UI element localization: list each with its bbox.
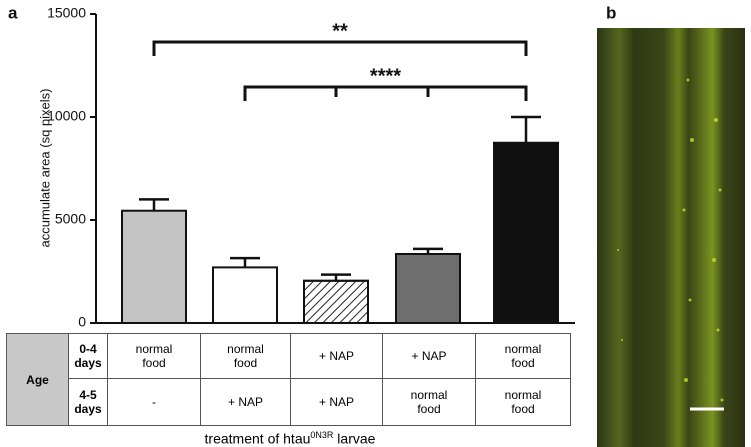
table-cell: + NAP <box>291 334 383 379</box>
bar <box>303 279 369 324</box>
bar <box>212 266 278 325</box>
table-cell: - <box>108 379 201 426</box>
treatment-table: Age 0-4 days normal food normal food + NAP + … <box>6 333 571 426</box>
cell-text: 4-5 days <box>74 388 102 416</box>
cell-text: + NAP <box>318 395 354 409</box>
cell-text: Age <box>26 372 49 387</box>
cell-text: + NAP <box>318 349 354 363</box>
x-axis-label: treatment of htau0N3R larvae <box>0 430 580 447</box>
cell-text: - <box>152 395 156 409</box>
micrograph <box>597 28 745 447</box>
x-label-text: larvae <box>333 430 376 447</box>
significance-label: ** <box>332 20 348 42</box>
cell-text: normal food <box>504 342 542 370</box>
y-tick-label: 5000 <box>55 211 86 227</box>
table-cell: normal food <box>476 379 571 426</box>
table-cell: normal food <box>476 334 571 379</box>
cell-text: + NAP <box>227 395 263 409</box>
table-cell: Age <box>7 334 69 426</box>
cell-text: 0-4 days <box>74 342 102 370</box>
bar-tint <box>303 279 369 324</box>
y-tick-label: 10000 <box>47 108 86 124</box>
x-label-sup: 0N3R <box>310 430 334 440</box>
panel-label: b <box>606 3 616 22</box>
table-cell: + NAP <box>291 379 383 426</box>
y-axis-label: accumulate area (sq pixels) <box>37 89 52 248</box>
table-cell: + NAP <box>201 379 291 426</box>
x-label-text: treatment of htau <box>204 430 311 447</box>
panel-label: a <box>8 3 18 22</box>
bar <box>493 141 559 324</box>
table-cell: 4-5 days <box>69 379 108 426</box>
significance-label: **** <box>370 65 401 87</box>
table-cell: + NAP <box>383 334 476 379</box>
table-cell: normal food <box>383 379 476 426</box>
table-cell: normal food <box>108 334 201 379</box>
cell-text: normal food <box>135 342 173 370</box>
significance-bracket <box>243 85 528 101</box>
cell-text: + NAP <box>411 349 447 363</box>
bar <box>395 252 461 325</box>
table-cell: normal food <box>201 334 291 379</box>
significance-bracket <box>152 40 528 56</box>
cell-text: normal food <box>504 388 542 416</box>
bar <box>121 209 187 324</box>
y-tick-label: 15000 <box>47 5 86 21</box>
cell-text: normal food <box>410 388 448 416</box>
table-cell: 0-4 days <box>69 334 108 379</box>
y-tick-label: 0 <box>78 314 86 330</box>
micrograph-speckles <box>617 78 724 402</box>
cell-text: normal food <box>227 342 264 370</box>
